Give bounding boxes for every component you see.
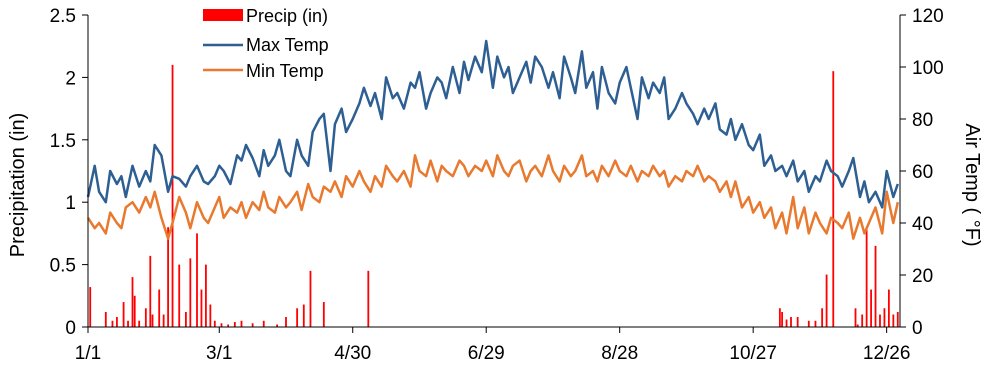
- precip-bar: [892, 314, 895, 327]
- right-tick-label: 20: [912, 266, 933, 287]
- legend-max-label: Max Temp: [246, 35, 329, 55]
- precip-bar: [865, 227, 868, 327]
- right-axis-ticks: 0 20 40 60 80 100 120: [900, 6, 944, 339]
- precip-bar: [785, 319, 788, 327]
- precip-bar: [131, 277, 134, 327]
- left-tick-label: 1.5: [50, 131, 76, 152]
- precip-bar: [285, 317, 287, 327]
- right-tick-label: 100: [912, 58, 944, 79]
- legend-precip-label: Precip (in): [246, 6, 328, 26]
- precip-bar: [138, 320, 141, 327]
- precip-bar: [825, 274, 828, 327]
- legend: Precip (in) Max Temp Min Temp: [203, 6, 329, 81]
- right-axis-title: Air Temp ( °F): [961, 123, 983, 246]
- precip-bar: [251, 323, 254, 327]
- precip-bar: [832, 71, 835, 327]
- precip-bar: [133, 295, 136, 327]
- precip-bar: [116, 317, 118, 327]
- precip-bar: [200, 289, 203, 327]
- precip-bar: [149, 255, 152, 327]
- left-tick-label: 2: [65, 68, 76, 89]
- precip-bar: [790, 317, 792, 327]
- precip-bar: [209, 304, 212, 327]
- legend-min-label: Min Temp: [246, 61, 324, 81]
- precip-bar: [276, 324, 278, 327]
- x-axis-ticks: 1/1 3/1 4/30 6/29 8/28 10/27 12/26: [75, 327, 911, 364]
- precip-bar: [367, 270, 370, 327]
- precip-bar: [196, 233, 198, 327]
- precip-bar: [122, 302, 125, 327]
- precip-bars: [89, 64, 899, 328]
- precip-bar: [296, 308, 299, 327]
- precip-bar: [205, 264, 207, 327]
- precip-bar: [887, 289, 890, 327]
- left-tick-label: 0.5: [50, 256, 76, 277]
- precip-bar: [856, 324, 859, 327]
- x-tick-label: 1/1: [75, 343, 101, 364]
- precip-bar: [879, 314, 881, 327]
- precip-bar: [814, 320, 817, 327]
- left-axis-title: Precipitation (in): [7, 113, 29, 258]
- precip-bar: [778, 308, 781, 327]
- precip-bar: [796, 317, 799, 327]
- left-tick-label: 0: [65, 318, 76, 339]
- precip-bar: [89, 287, 92, 327]
- precip-bar: [171, 64, 174, 328]
- precip-bar: [189, 258, 192, 327]
- precip-bar: [322, 302, 325, 327]
- precip-bar: [233, 322, 236, 327]
- precip-bar: [781, 312, 783, 327]
- precip-bar: [151, 314, 154, 327]
- x-tick-label: 12/26: [863, 343, 911, 364]
- x-tick-label: 4/30: [334, 343, 371, 364]
- min-temp-line: [86, 154, 900, 240]
- precip-bar: [807, 320, 810, 327]
- precip-bar: [162, 314, 165, 327]
- right-tick-label: 60: [912, 162, 933, 183]
- precip-bar: [262, 320, 265, 327]
- right-tick-label: 40: [912, 214, 933, 235]
- right-tick-label: 80: [912, 110, 933, 131]
- max-temp-line: [86, 39, 899, 209]
- precip-bar: [227, 324, 230, 327]
- precip-bar: [883, 308, 886, 327]
- left-axis-ticks: 0 0.5 1 1.5 2 2.5: [50, 6, 88, 339]
- precip-bar: [144, 308, 147, 327]
- left-tick-label: 2.5: [50, 6, 76, 27]
- precip-bar: [184, 312, 187, 327]
- precip-bar: [302, 304, 305, 327]
- precip-bar: [111, 320, 114, 327]
- precip-bar: [821, 308, 824, 327]
- x-tick-label: 8/28: [601, 343, 638, 364]
- x-tick-label: 3/1: [206, 343, 232, 364]
- axes: 0 0.5 1 1.5 2 2.5 0 20 40 60 80 100 120 1/1 3/1 4/30 6…: [50, 6, 944, 364]
- precip-bar: [870, 289, 872, 327]
- precip-bar: [854, 308, 857, 327]
- precip-bar: [104, 312, 107, 327]
- precip-bar: [309, 270, 312, 327]
- precip-bar: [861, 314, 864, 327]
- precip-bar: [220, 323, 223, 327]
- precip-bar: [240, 320, 243, 327]
- precip-bar: [167, 227, 169, 327]
- x-tick-label: 6/29: [468, 343, 505, 364]
- precip-bar: [213, 320, 216, 327]
- plot-area: [86, 39, 900, 328]
- x-tick-label: 10/27: [729, 343, 777, 364]
- precip-bar: [127, 320, 129, 327]
- precip-bar: [178, 264, 181, 327]
- right-tick-label: 0: [912, 318, 923, 339]
- precip-bar: [874, 245, 877, 327]
- left-tick-label: 1: [65, 193, 76, 214]
- precip-bar: [896, 312, 899, 327]
- legend-precip-swatch: [203, 9, 243, 21]
- precip-bar: [158, 289, 161, 327]
- right-tick-label: 120: [912, 6, 944, 27]
